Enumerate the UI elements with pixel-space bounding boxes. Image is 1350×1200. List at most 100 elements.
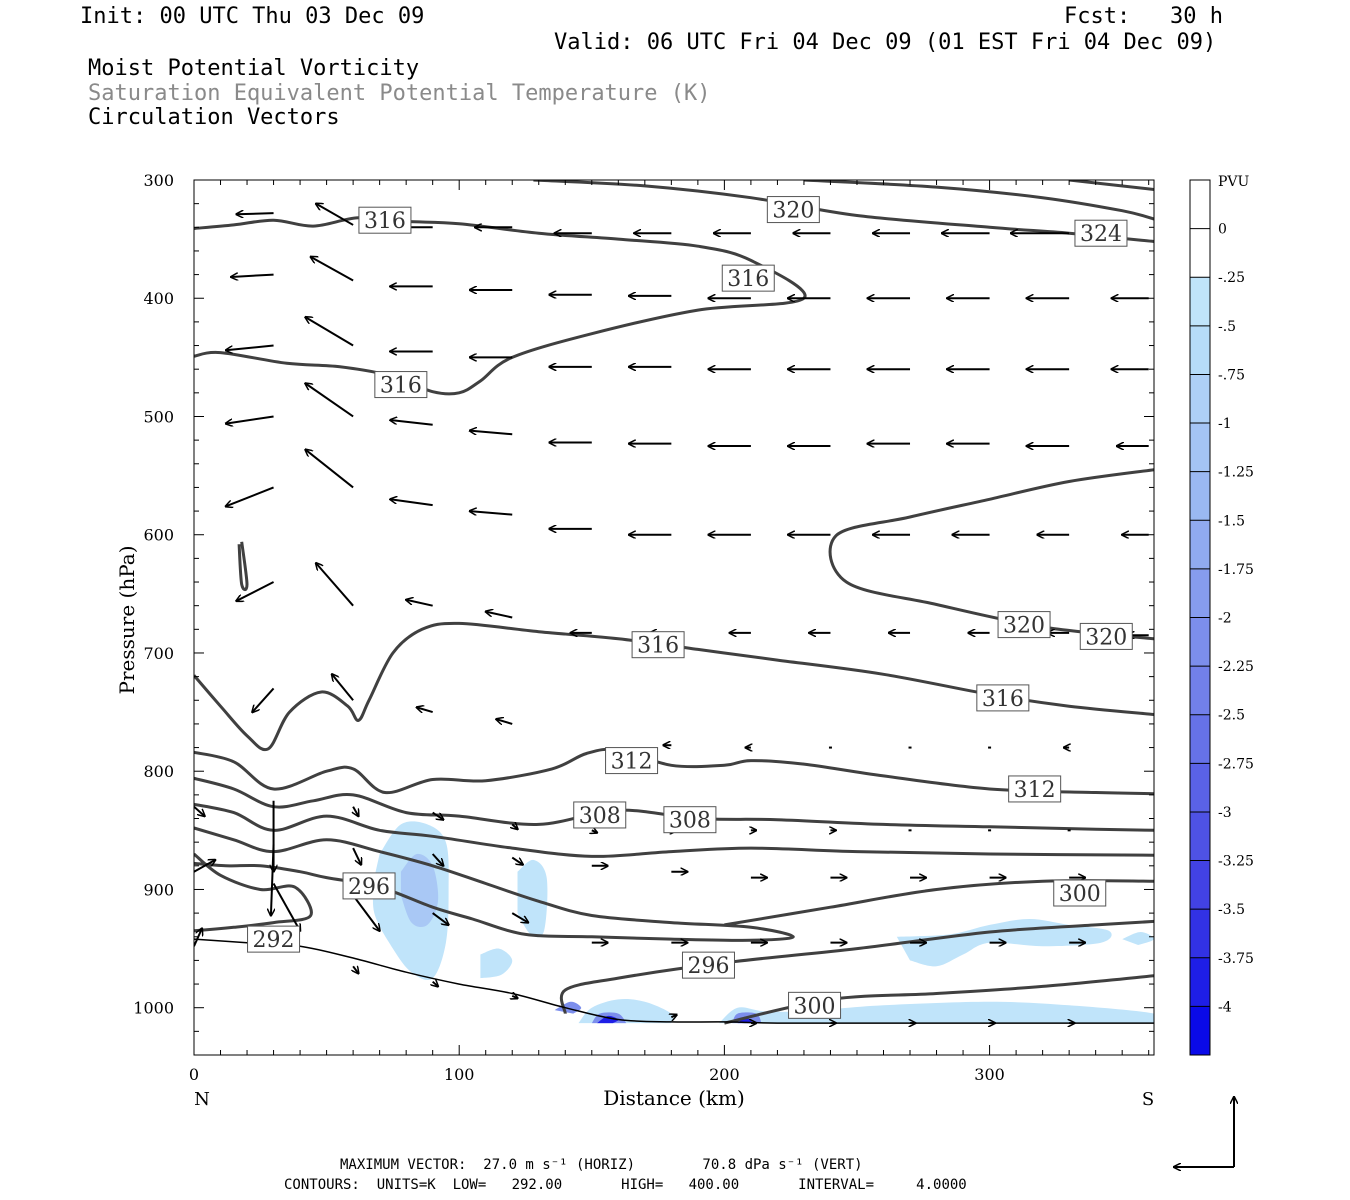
contour-label: 316: [982, 687, 1024, 712]
circulation-vector: [271, 844, 274, 916]
circulation-vector: [231, 275, 274, 277]
colorbar-swatch: [1190, 617, 1210, 667]
colorbar-swatch: [1190, 957, 1210, 1007]
theta-contour-324: [1068, 180, 1154, 191]
colorbar-swatch: [1190, 228, 1210, 278]
theta-contour-300: [194, 826, 795, 942]
colorbar-tick-label: -1: [1218, 416, 1232, 432]
pv-region: [1122, 932, 1154, 945]
colorbar-tick-label: -2.5: [1218, 708, 1245, 724]
contour-info-note: CONTOURS: UNITS=K LOW= 292.00 HIGH= 400.…: [284, 1177, 967, 1193]
circulation-vector: [406, 600, 433, 607]
theta-contour-316: [194, 621, 1154, 752]
circulation-vector: [252, 687, 275, 712]
circulation-vector: [496, 719, 513, 724]
colorbar-swatch: [1190, 714, 1210, 764]
circulation-vector: [194, 805, 205, 816]
colorbar-tick-label: -3.5: [1218, 902, 1245, 918]
x-axis-end-label-south: S: [1142, 1089, 1154, 1110]
x-axis-label: Distance (km): [603, 1086, 745, 1110]
colorbar-tick-label: -2: [1218, 611, 1232, 627]
contour-label-box: [766, 196, 820, 224]
contour-label: 320: [1003, 614, 1045, 639]
axis-tick-layer: 300 400 500 600 700 800 900 1000 0 100 200 300: [133, 171, 1154, 1084]
circulation-vector: [226, 415, 274, 423]
circulation-vector: [433, 982, 438, 987]
pv-region: [719, 1001, 1154, 1024]
contour-label: 296: [687, 954, 729, 979]
colorbar-tick-label: 0: [1218, 222, 1227, 238]
pv-shading-layer: [372, 821, 1154, 1024]
contour-label-box: [605, 747, 659, 775]
colorbar-tick-label: -.25: [1218, 270, 1245, 286]
circulation-vector: [671, 1015, 676, 1017]
colorbar-swatch: [1190, 568, 1210, 618]
circulation-vector: [352, 894, 380, 930]
contour-label-box: [976, 684, 1030, 712]
contour-label-box: [1074, 219, 1128, 247]
contour-label: 324: [1080, 222, 1122, 247]
colorbar-swatch: [1190, 520, 1210, 570]
colorbar-tick-label: -1.25: [1218, 465, 1254, 481]
y-tick-label: 400: [143, 289, 174, 308]
circulation-vector: [353, 806, 358, 816]
theta-contour-312: [194, 747, 1154, 796]
contour-label-box: [1079, 622, 1133, 650]
circulation-vector: [311, 257, 354, 282]
colorbar-swatch: [1190, 277, 1210, 327]
circulation-vector: [470, 511, 513, 515]
contour-label: 292: [253, 928, 295, 953]
circulation-vector: [486, 612, 513, 619]
y-tick-label: 800: [143, 762, 174, 781]
valid-time-label: Valid: 06 UTC Fri 04 Dec 09 (01 EST Fri …: [554, 30, 1217, 55]
circulation-vector: [470, 431, 513, 435]
y-tick-label: 700: [143, 644, 174, 663]
init-time-label: Init: 00 UTC Thu 03 Dec 09: [80, 4, 425, 29]
contour-label: 296: [348, 875, 390, 900]
colorbar-swatch: [1190, 325, 1210, 375]
contour-label-box: [997, 611, 1051, 639]
circulation-vector: [236, 213, 274, 214]
contour-label-box: [631, 631, 685, 659]
colorbar-tick-label: -.75: [1218, 367, 1245, 383]
pv-region: [578, 999, 674, 1024]
theta-contour-316: [194, 216, 807, 396]
colorbar: 0 -.25 -.5 -.75 -1 -1.25 -1.5 -1.75 -2 -2.25 -2.5 -…: [1189, 179, 1254, 1056]
field-title-theta: Saturation Equivalent Potential Temperat…: [88, 81, 711, 106]
contour-label-box: [1008, 775, 1062, 803]
contour-label: 308: [579, 804, 621, 829]
pv-region: [597, 1015, 619, 1024]
x-tick-label: 200: [709, 1065, 740, 1084]
theta-contour-304: [237, 541, 249, 592]
colorbar-tick-label: -1.5: [1218, 513, 1245, 529]
circulation-vector: [305, 450, 354, 489]
colorbar-swatch: [1190, 180, 1210, 230]
x-axis-end-label-north: N: [194, 1089, 210, 1110]
circulation-vector: [511, 856, 523, 865]
ground-surface-line: [194, 938, 1154, 1024]
circulation-vector: [432, 912, 449, 925]
contour-label: 320: [1085, 625, 1127, 650]
y-tick-label: 500: [143, 407, 174, 426]
circulation-vector: [316, 204, 354, 226]
y-axis-label: Pressure (hPa): [115, 546, 139, 695]
y-tick-label: 300: [143, 171, 174, 190]
theta-contour-324: [803, 180, 1154, 221]
contour-label: 316: [364, 209, 406, 234]
colorbar-tick-label: -3.75: [1218, 951, 1254, 967]
colorbar-tick-label: -2.75: [1218, 756, 1254, 772]
circulation-vector: [226, 486, 274, 506]
circulation-vector: [194, 860, 215, 873]
y-tick-label: 1000: [133, 999, 174, 1018]
x-tick-label: 100: [444, 1065, 475, 1084]
circulation-vector: [305, 317, 354, 347]
circulation-vector: [332, 674, 354, 701]
colorbar-tick-label: -2.25: [1218, 659, 1254, 675]
circulation-vector: [431, 853, 444, 866]
contour-label-box: [374, 371, 428, 399]
contour-label-box: [1053, 879, 1107, 907]
colorbar-unit-label: PVU: [1218, 174, 1250, 190]
theta-contour-296: [194, 852, 313, 933]
contour-label-box: [573, 801, 627, 829]
colorbar-tick-label: -3.25: [1218, 854, 1254, 870]
